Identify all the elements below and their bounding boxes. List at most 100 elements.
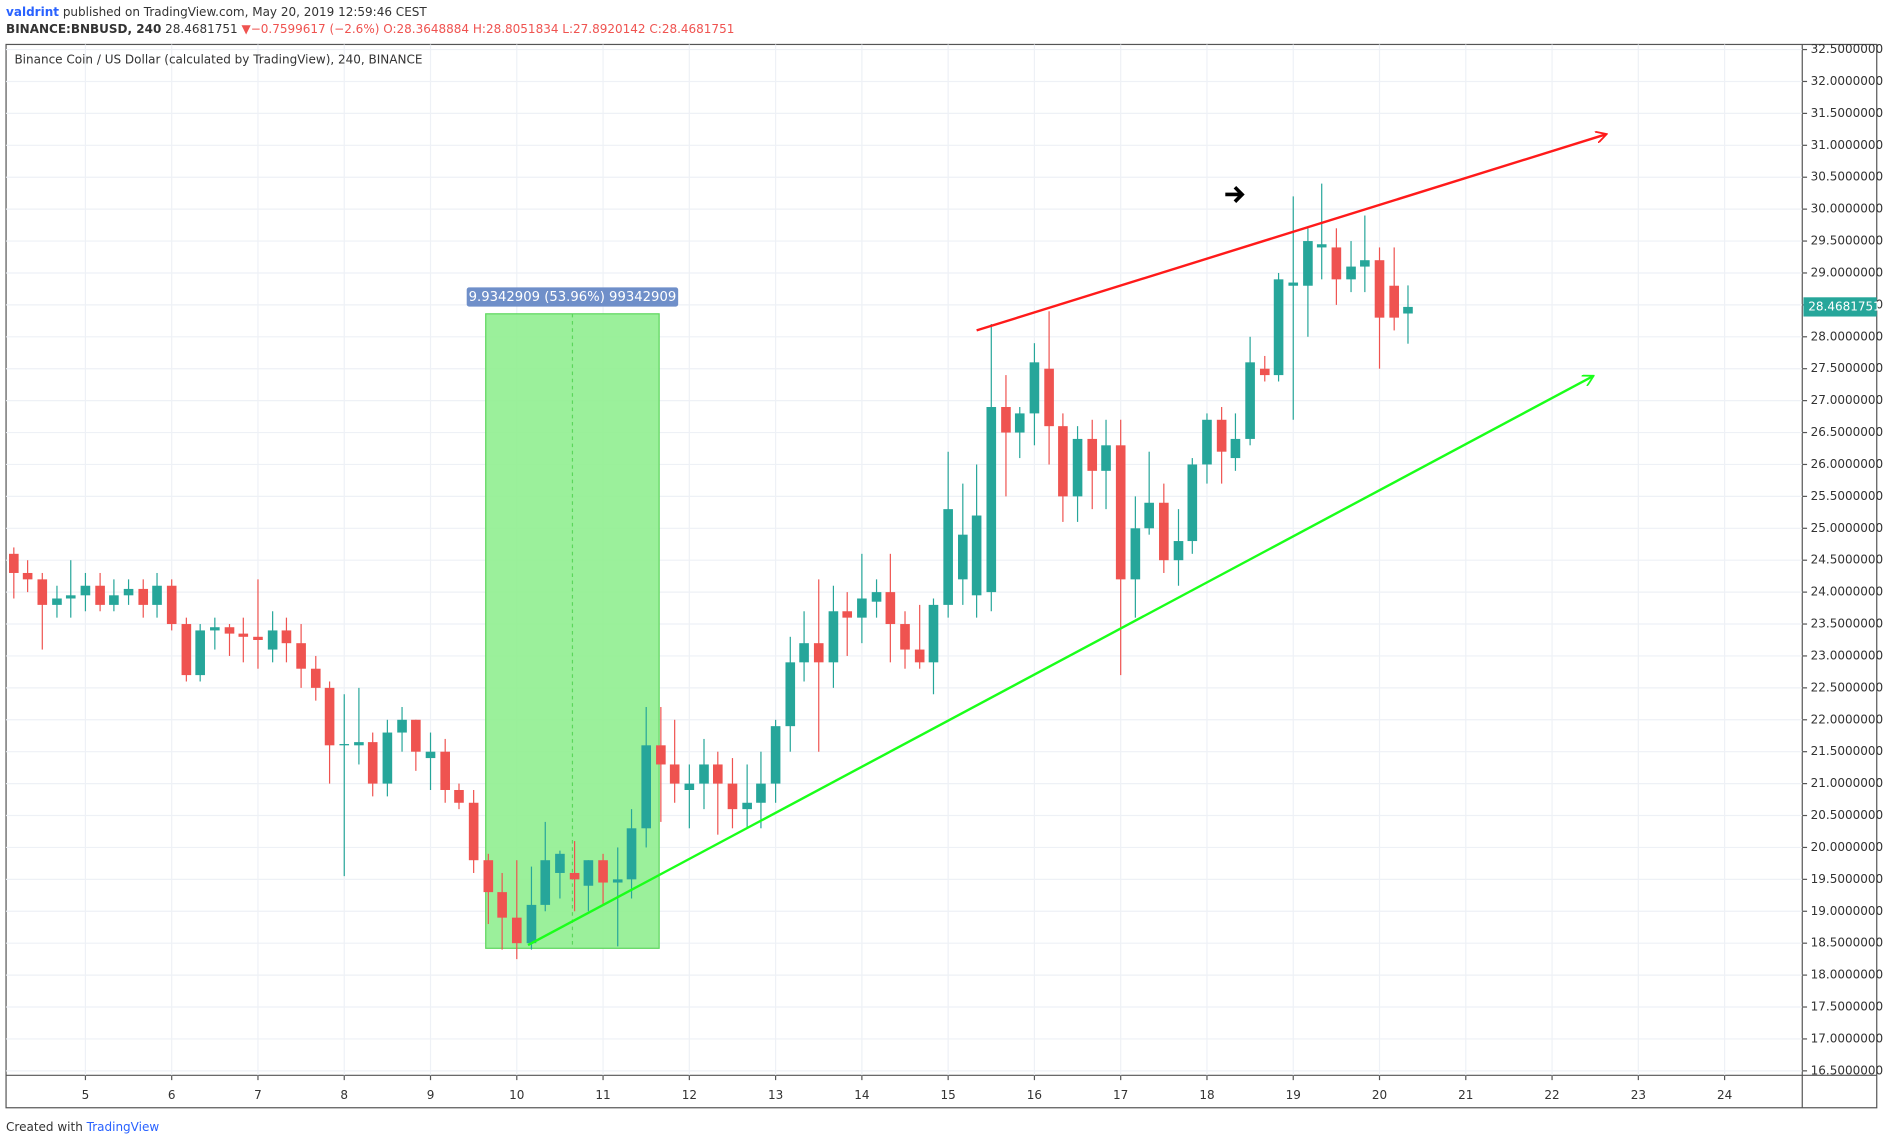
open: O:28.3648884: [383, 21, 469, 35]
candle-body: [483, 860, 494, 893]
x-tick-label: 22: [1544, 1088, 1559, 1102]
y-tick-label: 20.5000000: [1811, 808, 1884, 822]
candle-body: [1389, 285, 1399, 318]
candle-body: [712, 764, 723, 784]
candle-body: [842, 611, 853, 618]
x-tick-label: 12: [682, 1088, 697, 1102]
y-tick-label: 28.0000000: [1811, 329, 1884, 343]
x-tick-label: 15: [941, 1088, 956, 1102]
candle-body: [367, 742, 378, 784]
candle-body: [339, 744, 350, 746]
candle-body: [310, 668, 321, 688]
last-price-tag: [1803, 297, 1877, 317]
candle-body: [181, 624, 192, 676]
last-price-label: 28.4681751: [1808, 299, 1881, 313]
candle-body: [324, 687, 335, 746]
direction: ▼: [242, 21, 252, 35]
candle-body: [511, 917, 522, 944]
y-tick-label: 25.5000000: [1811, 489, 1884, 503]
x-tick-label: 21: [1458, 1088, 1473, 1102]
y-tick-label: 24.0000000: [1811, 585, 1884, 599]
candle-body: [296, 643, 306, 669]
chart-title: Binance Coin / US Dollar (calculated by …: [14, 53, 422, 67]
y-tick-label: 30.5000000: [1811, 170, 1884, 184]
frame: [5, 43, 1878, 1109]
candle-body: [986, 407, 997, 593]
y-tick-label: 18.5000000: [1811, 936, 1884, 950]
arrow-icon: [1225, 185, 1245, 203]
candle-body: [497, 892, 507, 918]
candle-body: [669, 764, 680, 784]
candle-body: [1087, 438, 1098, 471]
candle-body: [885, 592, 896, 625]
x-tick-label: 18: [1199, 1088, 1214, 1102]
candle-body: [756, 783, 766, 803]
candle-body: [1001, 407, 1011, 433]
candle-body: [699, 764, 709, 784]
candle-body: [971, 515, 982, 596]
candle-body: [828, 611, 839, 663]
low: L:27.8920142: [562, 21, 645, 35]
candle-body: [9, 553, 19, 573]
x-tick-label: 11: [595, 1088, 610, 1102]
candle-body: [555, 853, 565, 873]
y-tick-label: 29.5000000: [1811, 234, 1884, 248]
candle-body: [468, 802, 479, 861]
candle-body: [253, 636, 263, 640]
candle-body: [22, 572, 33, 580]
candle-body: [1316, 244, 1327, 248]
candle-body: [397, 719, 407, 733]
y-tick-label: 30.0000000: [1811, 202, 1884, 216]
candle-body: [123, 588, 134, 596]
x-tick-label: 8: [340, 1088, 348, 1102]
candle-body: [1288, 282, 1299, 286]
candle-body: [1014, 413, 1025, 433]
candle-body: [1273, 279, 1284, 376]
y-tick-label: 18.0000000: [1811, 968, 1884, 982]
y-tick-label: 26.0000000: [1811, 457, 1884, 471]
y-tick-label: 19.5000000: [1811, 872, 1884, 886]
footer-brand[interactable]: TradingView: [86, 1119, 160, 1133]
y-tick-label: 17.5000000: [1811, 1000, 1884, 1014]
y-tick-label: 32.5000000: [1811, 42, 1884, 56]
candle-body: [656, 745, 666, 765]
x-tick-label: 10: [509, 1088, 524, 1102]
author[interactable]: valdrint: [6, 5, 59, 19]
y-tick-label: 20.0000000: [1811, 840, 1884, 854]
x-tick-label: 17: [1113, 1088, 1128, 1102]
y-tick-label: 21.0000000: [1811, 776, 1884, 790]
y-tick-label: 23.5000000: [1811, 617, 1884, 631]
candle-body: [1072, 438, 1083, 497]
candle-body: [1115, 445, 1126, 580]
candle-body: [138, 588, 149, 605]
candle-body: [1259, 368, 1270, 376]
candle-body: [1029, 362, 1040, 414]
candle-body: [1187, 464, 1198, 542]
x-tick-label: 6: [168, 1088, 176, 1102]
footer-created: Created with: [6, 1119, 83, 1133]
y-tick-label: 27.5000000: [1811, 361, 1884, 375]
candle-body: [152, 585, 162, 605]
candle-body: [454, 789, 464, 803]
high: H:28.8051834: [473, 21, 559, 35]
candle-body: [1044, 368, 1054, 427]
candle-body: [871, 592, 882, 602]
candle-body: [928, 604, 939, 663]
candle-body: [425, 751, 436, 759]
candle-body: [1360, 260, 1370, 267]
candle-body: [1130, 528, 1141, 580]
header-line-1: valdrint published on TradingView.com, M…: [6, 5, 427, 19]
y-tick-label: 27.0000000: [1811, 393, 1884, 407]
candle-body: [857, 598, 867, 618]
candle-body: [195, 630, 205, 676]
candle-body: [267, 630, 278, 650]
candle-body: [526, 904, 537, 944]
candle-body: [900, 624, 910, 650]
candle-body: [540, 860, 551, 905]
y-tick-label: 24.5000000: [1811, 553, 1884, 567]
candle-body: [224, 627, 235, 634]
candle-body: [1303, 241, 1313, 286]
y-tick-label: 31.5000000: [1811, 106, 1884, 120]
candle-body: [382, 732, 393, 784]
candle-body: [1101, 445, 1111, 471]
